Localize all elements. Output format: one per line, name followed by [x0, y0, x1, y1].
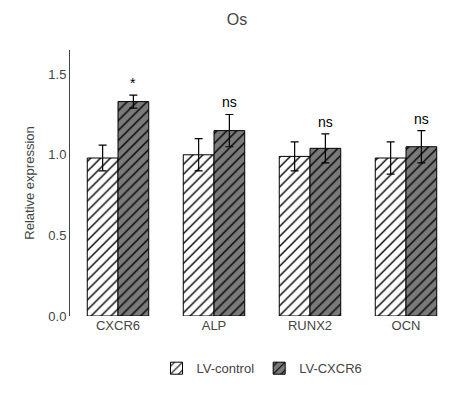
svg-text:ns: ns [318, 114, 333, 130]
svg-text:1.5: 1.5 [48, 67, 66, 82]
svg-text:ALP: ALP [202, 318, 227, 333]
svg-text:0.0: 0.0 [48, 309, 66, 324]
svg-text:RUNX2: RUNX2 [288, 318, 332, 333]
svg-text:CXCR6: CXCR6 [96, 318, 140, 333]
svg-text:Relative expression: Relative expression [22, 126, 37, 239]
svg-text:ns: ns [414, 111, 429, 127]
svg-text:LV-CXCR6: LV-CXCR6 [299, 361, 362, 376]
svg-text:0.5: 0.5 [48, 228, 66, 243]
svg-text:OCN: OCN [392, 318, 421, 333]
svg-text:Os: Os [227, 11, 247, 28]
svg-text:LV-control: LV-control [197, 361, 255, 376]
svg-text:ns: ns [222, 94, 237, 110]
svg-text:*: * [130, 75, 136, 91]
svg-text:1.0: 1.0 [48, 147, 66, 162]
